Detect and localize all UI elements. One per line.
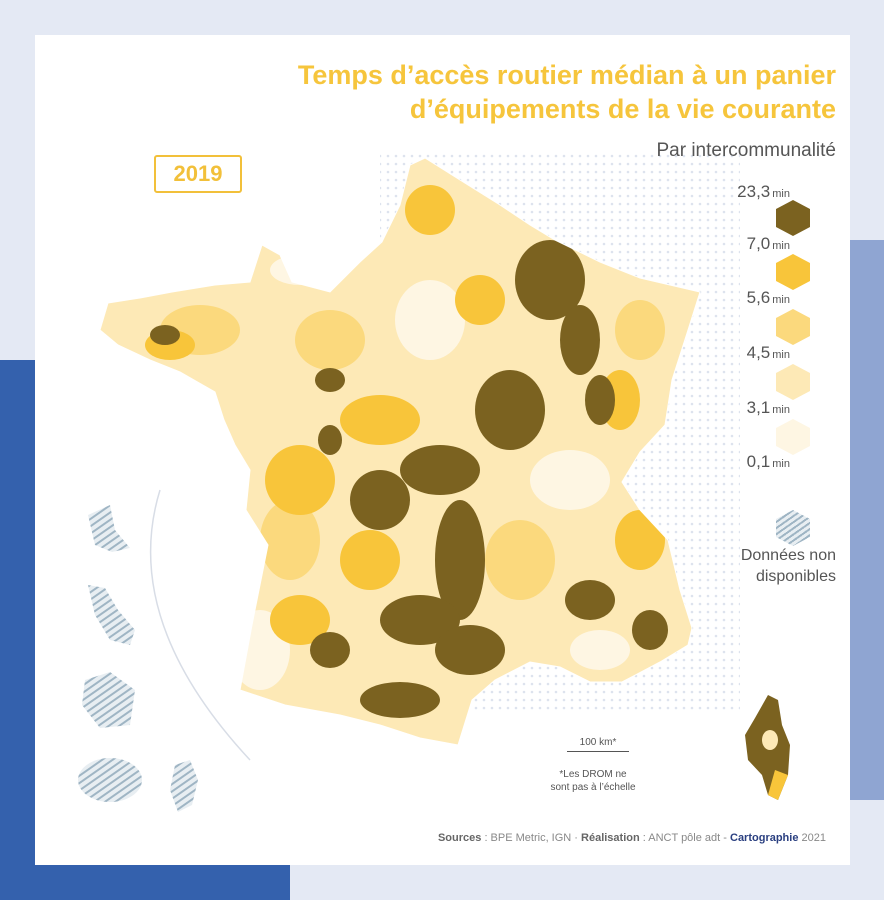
- france-mainland: [99, 157, 701, 746]
- year-badge: 2019: [154, 155, 242, 193]
- map-subtitle: Par intercommunalité: [656, 140, 836, 161]
- guadeloupe: [88, 505, 130, 552]
- legend-swatch: [776, 364, 810, 400]
- legend-break: 4,5 min: [746, 343, 790, 362]
- title-line-2: d’équipements de la vie courante: [409, 94, 836, 124]
- legend-break: 0,1 min: [746, 452, 790, 471]
- drom-territories: [78, 505, 198, 812]
- legend-no-data-label: Données non disponibles: [740, 547, 836, 585]
- legend-swatch: [776, 254, 810, 290]
- martinique: [88, 585, 135, 645]
- scale-bar: 100 km*: [567, 737, 629, 752]
- legend-break: 7,0 min: [746, 234, 790, 253]
- legend-break: 3,1 min: [746, 398, 790, 417]
- legend-break: 5,6 min: [746, 288, 790, 307]
- guyane: [82, 672, 135, 728]
- legend-swatch: [776, 200, 810, 236]
- legend-no-data-swatch: [776, 510, 810, 546]
- legend-swatch: [776, 309, 810, 345]
- title-line-1: Temps d’accès routier médian à un panier: [297, 60, 836, 90]
- legend-swatch: [776, 419, 810, 455]
- legend-break: 23,3 min: [737, 182, 790, 201]
- scale-label: 100 km*: [579, 737, 617, 748]
- corsica: [745, 695, 790, 800]
- reunion: [78, 758, 142, 802]
- map-title: Temps d’accès routier médian à un panier…: [298, 58, 836, 126]
- drom-separator-arc: [149, 489, 251, 761]
- mayotte: [170, 760, 198, 812]
- credits: Sources : BPE Metric, IGN · Réalisation …: [437, 832, 826, 844]
- drom-scale-note: *Les DROM ne sont pas à l’échelle: [550, 769, 636, 793]
- intercommunality-fills: [145, 185, 668, 718]
